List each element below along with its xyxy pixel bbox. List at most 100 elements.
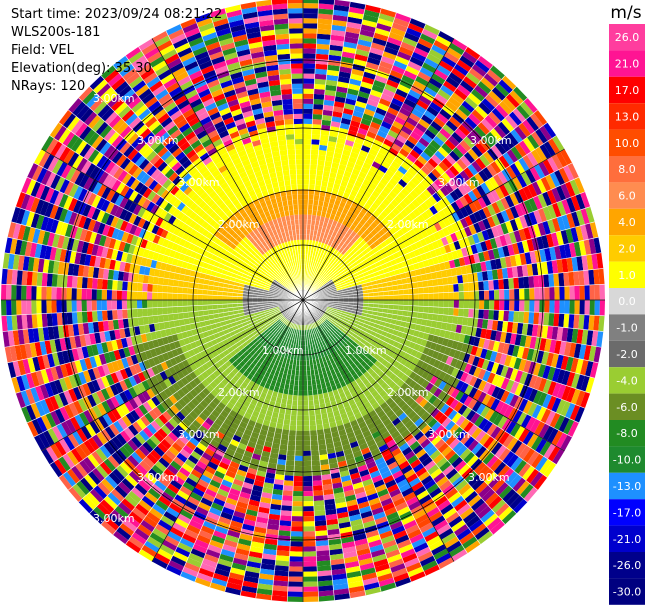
velocity-gate <box>367 126 379 135</box>
velocity-gate <box>271 595 288 602</box>
velocity-gate <box>482 338 491 350</box>
velocity-gate <box>442 80 457 93</box>
velocity-gate <box>318 393 324 400</box>
velocity-gate <box>357 404 366 413</box>
velocity-gate <box>418 306 424 313</box>
velocity-gate <box>493 413 504 427</box>
velocity-gate <box>403 239 411 248</box>
velocity-gate <box>233 347 241 354</box>
velocity-gate <box>284 331 289 337</box>
velocity-gate <box>279 322 284 328</box>
velocity-gate <box>423 24 441 36</box>
velocity-gate <box>314 286 319 291</box>
velocity-gate <box>214 525 229 535</box>
velocity-gate <box>279 444 288 451</box>
velocity-gate <box>271 328 277 334</box>
velocity-gate <box>325 244 331 251</box>
velocity-gate <box>314 68 328 75</box>
velocity-gate <box>314 525 328 532</box>
velocity-gate <box>273 432 282 440</box>
velocity-gate <box>332 157 341 164</box>
velocity-gate <box>296 420 303 426</box>
velocity-gate <box>371 202 379 210</box>
velocity-gate <box>193 446 205 457</box>
velocity-gate <box>453 401 464 413</box>
velocity-gate <box>320 464 330 471</box>
velocity-gate <box>524 335 532 349</box>
velocity-gate <box>326 518 339 526</box>
velocity-gate <box>586 330 594 346</box>
velocity-gate <box>481 229 490 241</box>
velocity-gate <box>482 218 491 230</box>
velocity-gate <box>486 516 502 531</box>
velocity-gate <box>317 18 333 25</box>
velocity-gate <box>319 310 325 314</box>
velocity-gate <box>271 313 277 318</box>
velocity-gate <box>372 452 383 461</box>
velocity-gate <box>488 176 500 190</box>
velocity-gate <box>395 273 402 281</box>
velocity-gate <box>357 290 364 295</box>
velocity-gate <box>78 412 90 426</box>
velocity-gate <box>198 357 206 366</box>
velocity-gate <box>295 430 303 436</box>
velocity-gate <box>442 277 449 286</box>
velocity-gate <box>246 338 253 345</box>
velocity-gate <box>395 501 409 512</box>
velocity-gate <box>218 461 230 471</box>
velocity-gate <box>518 311 525 324</box>
velocity-gate <box>311 384 318 391</box>
velocity-gate <box>502 152 515 166</box>
velocity-gate <box>303 496 314 502</box>
velocity-gate <box>266 523 280 531</box>
velocity-gate <box>303 43 317 49</box>
velocity-gate <box>529 250 537 264</box>
velocity-gate <box>344 238 351 246</box>
velocity-gate <box>317 580 333 587</box>
velocity-gate <box>475 430 487 443</box>
velocity-gate <box>451 412 462 424</box>
velocity-gate <box>351 168 361 176</box>
velocity-gate <box>162 539 178 552</box>
velocity-gate <box>344 259 350 266</box>
velocity-gate <box>583 239 592 256</box>
velocity-gate <box>251 453 262 461</box>
velocity-gate <box>347 462 358 471</box>
velocity-gate <box>450 495 465 508</box>
velocity-gate <box>250 541 265 549</box>
velocity-gate <box>339 434 349 441</box>
velocity-gate <box>434 343 442 353</box>
velocity-gate <box>119 379 129 392</box>
velocity-gate <box>445 120 458 132</box>
velocity-gate <box>278 314 284 319</box>
velocity-gate <box>259 429 268 437</box>
velocity-gate <box>306 370 311 376</box>
velocity-gate <box>417 214 426 224</box>
velocity-gate <box>484 94 499 108</box>
velocity-gate <box>519 252 527 266</box>
velocity-gate <box>444 346 452 356</box>
velocity-gate <box>493 279 499 290</box>
velocity-gate <box>395 257 402 264</box>
velocity-gate <box>323 376 330 383</box>
velocity-gate <box>459 206 469 218</box>
velocity-gate <box>400 320 407 328</box>
velocity-gate <box>505 93 520 108</box>
velocity-gate <box>509 162 521 177</box>
velocity-gate <box>83 439 96 454</box>
velocity-gate <box>438 370 447 381</box>
velocity-gate <box>437 314 444 322</box>
velocity-gate <box>554 169 566 186</box>
velocity-gate <box>366 534 381 544</box>
velocity-gate <box>448 423 460 435</box>
velocity-gate <box>386 439 397 449</box>
velocity-gate <box>456 248 464 259</box>
velocity-gate <box>168 366 177 376</box>
velocity-gate <box>404 252 412 261</box>
velocity-gate <box>396 478 409 489</box>
velocity-gate <box>335 343 341 349</box>
velocity-gate <box>331 287 337 291</box>
velocity-gate <box>157 442 169 454</box>
velocity-gate <box>589 361 599 379</box>
velocity-gate <box>143 359 152 370</box>
